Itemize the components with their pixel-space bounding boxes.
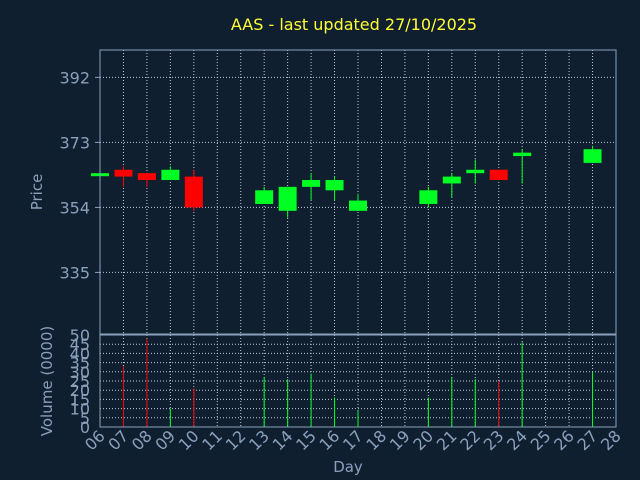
- volume-tick-label: 20: [70, 381, 90, 400]
- candle: [513, 149, 532, 184]
- candle: [161, 166, 180, 181]
- candle-body: [278, 186, 297, 211]
- candle-body: [302, 180, 321, 187]
- candle-body: [137, 173, 156, 181]
- x-axis-ticks: 0607080910111213141516171819202122232425…: [81, 426, 625, 454]
- candle: [419, 186, 438, 208]
- candle: [302, 173, 321, 201]
- candle: [255, 186, 274, 204]
- volume-tick-label: 5: [80, 409, 90, 428]
- candle-body: [489, 169, 508, 181]
- volume-bars: [122, 338, 594, 427]
- x-axis-label: Day: [333, 458, 363, 476]
- candle-body: [114, 169, 133, 177]
- candles: [91, 145, 602, 218]
- candle: [349, 193, 367, 211]
- candle-body: [325, 180, 344, 191]
- price-axis-label: Price: [28, 174, 46, 211]
- candle-body: [184, 176, 203, 208]
- price-tick-label: 335: [59, 263, 90, 282]
- candle: [466, 159, 485, 184]
- candle-body: [349, 200, 367, 211]
- volume-tick-label: 30: [70, 363, 90, 382]
- candle-body: [161, 169, 180, 181]
- candle-body: [255, 190, 274, 204]
- candle: [583, 145, 602, 163]
- candle: [278, 186, 297, 218]
- candle: [114, 166, 133, 187]
- volume-tick-label: 40: [70, 344, 90, 363]
- price-tick-label: 392: [59, 68, 90, 87]
- volume-panel-frame: [99, 334, 617, 428]
- volume-tick-label: 35: [70, 354, 90, 373]
- chart-title: AAS - last updated 27/10/2025: [231, 15, 477, 34]
- price-tick-label: 373: [59, 133, 90, 152]
- candle-body: [466, 169, 485, 174]
- volume-tick-label: 0: [80, 418, 90, 437]
- candle-body: [583, 149, 602, 163]
- candle-body: [419, 190, 438, 204]
- candle: [325, 176, 344, 201]
- volume-tick-label: 25: [70, 372, 90, 391]
- volume-tick-label: 15: [70, 390, 90, 409]
- volume-tick-label: 50: [70, 326, 90, 345]
- candle-body: [513, 152, 532, 157]
- volume-tick-label: 10: [70, 400, 90, 419]
- candle: [489, 169, 508, 181]
- volume-axis-label: Volume (0000): [38, 326, 56, 436]
- candle: [442, 173, 461, 198]
- candle: [137, 173, 156, 187]
- volume-tick-label: 45: [70, 335, 90, 354]
- candle: [184, 169, 203, 211]
- price-tick-label: 354: [59, 198, 90, 217]
- price-axis-ticks: 335 354 373 392: [59, 68, 100, 282]
- price-panel-frame: [99, 49, 617, 335]
- candle-body: [442, 176, 461, 184]
